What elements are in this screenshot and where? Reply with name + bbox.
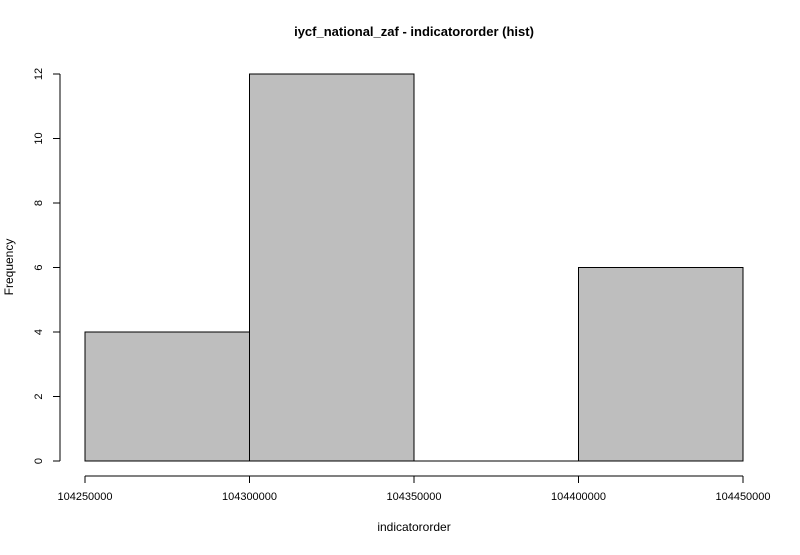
x-tick-label-1: 104300000 bbox=[222, 491, 277, 503]
x-tick-label-3: 104400000 bbox=[551, 491, 606, 503]
y-tick-label-4: 8 bbox=[33, 200, 45, 206]
x-tick-label-0: 104250000 bbox=[57, 491, 112, 503]
histogram-bar-0 bbox=[84, 331, 250, 462]
y-axis-label: Frequency bbox=[2, 239, 16, 296]
y-tick-label-6: 12 bbox=[33, 68, 45, 80]
y-axis: 0 2 4 6 8 10 12 bbox=[33, 68, 61, 464]
x-axis: 104250000 104300000 104350000 104400000 1044… bbox=[57, 475, 771, 503]
histogram-bar-1 bbox=[249, 73, 415, 462]
y-tick-label-1: 2 bbox=[33, 393, 45, 399]
chart-title: iycf_national_zaf - indicatororder (hist… bbox=[294, 24, 534, 39]
x-axis-label: indicatororder bbox=[377, 520, 450, 534]
y-tick-label-3: 6 bbox=[33, 264, 45, 270]
y-tick-label-2: 4 bbox=[33, 329, 45, 335]
x-tick-label-4: 104450000 bbox=[715, 491, 770, 503]
x-tick-label-2: 104350000 bbox=[386, 491, 441, 503]
histogram-bar-3 bbox=[578, 267, 744, 462]
y-tick-label-0: 0 bbox=[33, 458, 45, 464]
bars-group bbox=[84, 73, 744, 462]
y-tick-label-5: 10 bbox=[33, 132, 45, 144]
